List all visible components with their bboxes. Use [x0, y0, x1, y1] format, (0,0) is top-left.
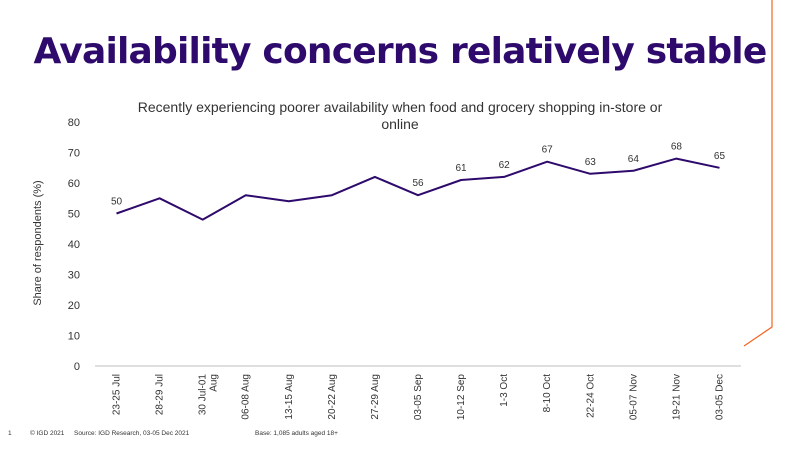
data-label: 65 — [714, 151, 726, 162]
page-number: 1 — [8, 430, 12, 437]
data-label: 68 — [671, 142, 683, 153]
data-label: 50 — [111, 197, 123, 208]
y-tick-label: 30 — [68, 270, 80, 282]
x-tick-label: 23-25 Jul — [112, 374, 123, 415]
series-line — [116, 157, 720, 221]
x-tick-label: 22-24 Oct — [585, 374, 596, 418]
data-label: 61 — [456, 163, 468, 174]
data-label: 62 — [499, 160, 511, 171]
data-label: 56 — [412, 178, 424, 189]
chart-title-line: online — [381, 116, 419, 132]
x-tick-label: 10-12 Sep — [456, 374, 467, 421]
chart-title-line: Recently experiencing poorer availabilit… — [138, 99, 663, 115]
slide-title: Availability concerns relatively stable — [33, 31, 768, 72]
copyright: © IGD 2021 — [30, 430, 65, 437]
x-tick-label: 1-3 Oct — [499, 374, 510, 407]
y-tick-label: 50 — [68, 209, 80, 221]
chart-title: Recently experiencing poorer availabilit… — [138, 99, 663, 132]
source-note: Source: IGD Research, 03-05 Dec 2021 — [74, 430, 190, 437]
data-label: 64 — [628, 154, 640, 165]
x-axis-ticks: 23-25 Jul 28-29 Jul 30 Jul-01 Aug 06-08 Aug 1… — [112, 374, 726, 421]
y-tick-label: 20 — [68, 300, 80, 312]
footer: 1 © IGD 2021 Source: IGD Research, 03-05… — [0, 430, 800, 444]
x-tick-label: 06-08 Aug — [241, 374, 252, 420]
x-tick-label: 8-10 Oct — [542, 374, 553, 413]
x-tick-label: 13-15 Aug — [284, 374, 295, 420]
x-tick-label: Aug — [209, 374, 220, 392]
y-tick-label: 40 — [68, 239, 80, 251]
y-tick-label: 80 — [68, 117, 80, 129]
x-tick-label: 05-07 Nov — [628, 374, 639, 420]
base-note: Base: 1,085 adults aged 18+ — [255, 430, 338, 437]
x-tick-label: 03-05 Sep — [413, 374, 424, 421]
y-tick-label: 60 — [68, 178, 80, 190]
x-tick-label: 19-21 Nov — [671, 374, 682, 420]
x-tick-label: 03-05 Dec — [714, 374, 725, 420]
x-tick-label: 27-29 Aug — [370, 374, 381, 420]
data-labels: 50 56 61 62 67 63 64 68 65 — [111, 142, 725, 208]
x-tick-label: 28-29 Jul — [155, 374, 166, 415]
data-label: 67 — [542, 145, 554, 156]
y-tick-label: 0 — [74, 361, 80, 373]
x-tick-label: 30 Jul-01 — [198, 374, 209, 416]
y-axis-ticks: 0 10 20 30 40 50 60 70 80 — [68, 117, 80, 373]
y-tick-label: 10 — [68, 331, 80, 343]
x-tick-label: 20-22 Aug — [327, 374, 338, 420]
y-tick-label: 70 — [68, 148, 80, 160]
data-label: 63 — [585, 157, 597, 168]
y-axis-label: Share of respondents (%) — [32, 180, 44, 305]
